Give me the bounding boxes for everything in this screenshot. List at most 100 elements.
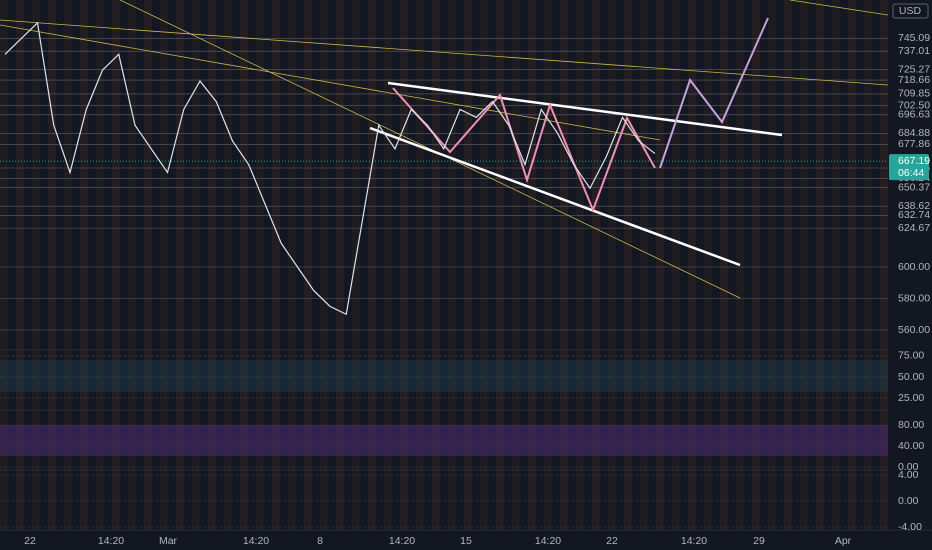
y-tick-label: 580.00 xyxy=(898,292,930,304)
triangle-top xyxy=(387,81,783,137)
session-stripe xyxy=(64,0,72,530)
y-tick-label: 718.66 xyxy=(898,74,930,86)
projection-zigzag xyxy=(659,17,769,169)
time-label: 22 xyxy=(606,535,618,547)
last-price: 667.19 xyxy=(898,155,930,167)
grid xyxy=(0,38,932,528)
y-tick-label: 650.37 xyxy=(898,181,930,193)
session-stripe xyxy=(48,0,56,530)
rsi-band xyxy=(0,360,888,392)
pattern-zigzag xyxy=(392,87,656,213)
y-tick-label: 684.88 xyxy=(898,127,930,139)
y-tick-label: 50.00 xyxy=(898,371,924,383)
time-label: 14:20 xyxy=(681,535,707,547)
session-stripe xyxy=(544,0,552,530)
y-tick-label: 25.00 xyxy=(898,392,924,404)
session-stripe xyxy=(368,0,376,530)
session-stripe xyxy=(832,0,840,530)
trendline xyxy=(789,0,889,16)
y-tick-label: 600.00 xyxy=(898,261,930,273)
y-tick-label: -4.00 xyxy=(898,521,922,533)
session-stripe xyxy=(880,0,888,530)
session-stripe xyxy=(304,0,312,530)
session-stripe xyxy=(576,0,584,530)
session-stripe xyxy=(416,0,424,530)
session-stripe xyxy=(848,0,856,530)
session-stripe xyxy=(512,0,520,530)
countdown: 06:44 xyxy=(898,167,924,179)
time-label: 15 xyxy=(460,535,472,547)
session-stripe xyxy=(112,0,120,530)
price-line xyxy=(4,21,656,316)
session-stripe xyxy=(352,0,360,530)
session-stripe xyxy=(768,0,776,530)
session-stripe xyxy=(560,0,568,530)
session-stripe xyxy=(240,0,248,530)
session-stripe xyxy=(704,0,712,530)
session-stripe xyxy=(288,0,296,530)
session-stripe xyxy=(464,0,472,530)
plot xyxy=(4,21,656,316)
y-tick-label: 4.00 xyxy=(898,469,919,481)
y-tick-label: 709.85 xyxy=(898,88,930,100)
time-label: 22 xyxy=(24,535,36,547)
y-tick-label: 40.00 xyxy=(898,440,924,452)
last-price-box xyxy=(889,154,929,181)
session-stripe xyxy=(16,0,24,530)
session-stripe xyxy=(624,0,632,530)
price-axis xyxy=(888,0,932,550)
y-tick-label: 677.86 xyxy=(898,138,930,150)
session-stripe xyxy=(800,0,808,530)
session-stripe xyxy=(864,0,872,530)
y-tick-label: 560.00 xyxy=(898,324,930,336)
session-stripe xyxy=(192,0,200,530)
session-stripe xyxy=(272,0,280,530)
session-stripe xyxy=(608,0,616,530)
session-stripe xyxy=(384,0,392,530)
currency-box xyxy=(892,3,929,19)
session-stripe xyxy=(160,0,168,530)
session-stripe xyxy=(32,0,40,530)
session-stripe xyxy=(208,0,216,530)
y-tick-label: 0.00 xyxy=(898,495,919,507)
y-tick-label: 745.09 xyxy=(898,32,930,44)
y-tick-label: 632.74 xyxy=(898,209,930,221)
drawings xyxy=(0,0,889,299)
y-tick-label: 725.27 xyxy=(898,63,930,75)
time-label: 14:20 xyxy=(389,535,415,547)
y-tick-label: 702.50 xyxy=(898,99,930,111)
y-tick-label: 737.01 xyxy=(898,45,930,57)
y-tick-label: 80.00 xyxy=(898,419,924,431)
session-stripe xyxy=(256,0,264,530)
session-shading xyxy=(16,0,888,530)
session-stripe xyxy=(176,0,184,530)
currency: USD xyxy=(899,5,922,17)
session-stripe xyxy=(640,0,648,530)
y-tick-label: 0.00 xyxy=(898,461,919,473)
session-stripe xyxy=(336,0,344,530)
time-label: 14:20 xyxy=(535,535,561,547)
y-tick-label: 696.63 xyxy=(898,109,930,121)
time-label: 29 xyxy=(753,535,765,547)
session-stripe xyxy=(480,0,488,530)
y-tick-label: 624.67 xyxy=(898,222,930,234)
session-stripe xyxy=(656,0,664,530)
session-stripe xyxy=(496,0,504,530)
trendline xyxy=(0,24,661,141)
session-stripe xyxy=(128,0,136,530)
y-tick-label: 75.00 xyxy=(898,350,924,362)
session-stripe xyxy=(784,0,792,530)
session-stripe xyxy=(752,0,760,530)
session-stripe xyxy=(528,0,536,530)
time-label: Apr xyxy=(835,535,852,547)
stoch-band xyxy=(0,425,888,456)
session-stripe xyxy=(448,0,456,530)
triangle-bottom xyxy=(369,126,741,267)
y-tick-label: 638.62 xyxy=(898,200,930,212)
session-stripe xyxy=(672,0,680,530)
session-stripe xyxy=(816,0,824,530)
trendline xyxy=(0,19,889,86)
session-stripe xyxy=(96,0,104,530)
